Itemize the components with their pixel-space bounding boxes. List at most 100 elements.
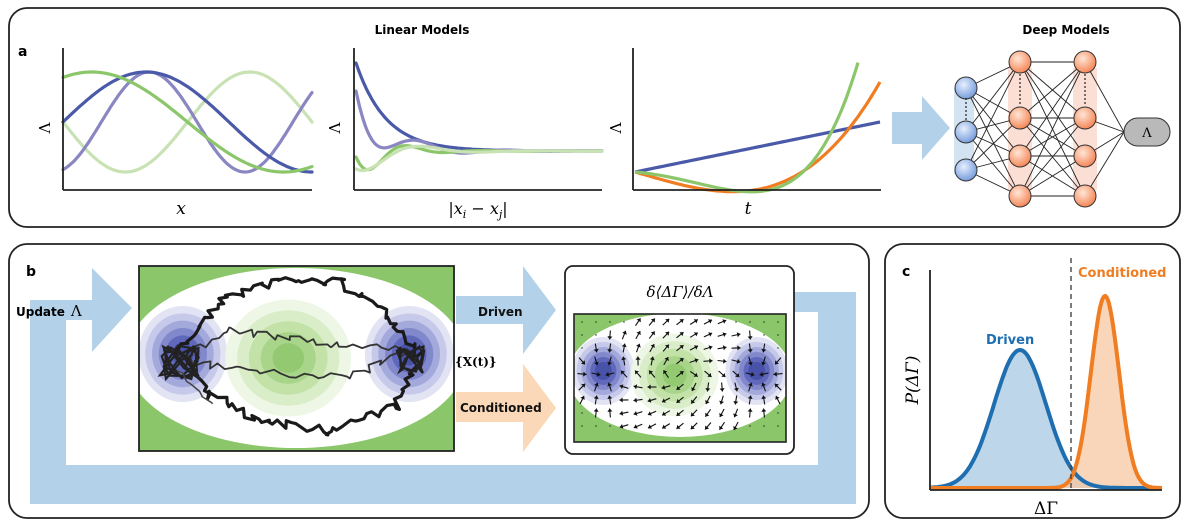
neural-network-diagram: Λ xyxy=(954,50,1171,208)
field-arrowhead xyxy=(633,397,637,403)
plot-time-basis: Λ t xyxy=(607,48,882,219)
field-arrowhead xyxy=(647,384,651,390)
hidden-node xyxy=(1073,50,1097,74)
field-arrowhead xyxy=(722,319,727,324)
field-arrowhead xyxy=(583,371,587,377)
hidden-node xyxy=(1008,50,1032,74)
pairwise-curve-2 xyxy=(354,89,604,155)
field-dot xyxy=(777,334,779,336)
vector-field xyxy=(577,317,783,431)
conditioned-dist-curve xyxy=(930,293,1163,490)
field-arrowhead xyxy=(596,371,601,377)
field-arrowhead xyxy=(775,396,780,400)
field-arrowhead xyxy=(662,398,666,403)
field-dot xyxy=(777,347,779,349)
field-arrowhead xyxy=(722,345,727,351)
field-arrowhead xyxy=(665,344,669,349)
fourier-basis-curves xyxy=(61,70,314,174)
driven-arrow xyxy=(456,266,556,354)
hidden-node xyxy=(1008,184,1032,208)
field-arrowhead xyxy=(679,371,684,376)
nn-edge xyxy=(1019,61,1086,197)
field-arrowhead xyxy=(747,395,753,399)
field-arrowhead xyxy=(693,332,698,337)
field-arrowhead xyxy=(691,399,696,404)
field-dot xyxy=(763,321,765,323)
driven-dist-fill xyxy=(930,350,1162,488)
field-arrowhead xyxy=(694,345,698,350)
deep-models-title: Deep Models xyxy=(1022,23,1109,37)
field-arrowhead xyxy=(649,356,655,361)
panel-c-xlabel: ΔΓ xyxy=(1034,499,1058,519)
field-arrowhead xyxy=(649,370,654,375)
field-arrowhead xyxy=(761,408,767,412)
gradient-landscape-barrier xyxy=(662,363,687,387)
field-arrowhead xyxy=(676,411,681,416)
linear-models-title: Linear Models xyxy=(375,23,470,37)
driven-dist-curve xyxy=(929,347,1162,490)
field-dot xyxy=(581,425,583,427)
field-arrowhead xyxy=(593,408,599,412)
nn-edge xyxy=(1084,131,1125,197)
plot1-ylabel: Λ xyxy=(36,122,54,134)
field-arrowhead xyxy=(693,319,698,324)
network-output-label: Λ xyxy=(1141,126,1152,141)
conditioned-arrow xyxy=(456,364,556,452)
network-edges xyxy=(965,61,1125,197)
field-arrowhead xyxy=(619,384,624,389)
fourier-curve-3 xyxy=(61,70,314,174)
network-output-node xyxy=(1123,117,1171,147)
field-arrowhead xyxy=(633,384,638,390)
field-arrowhead xyxy=(750,371,755,377)
panel-b-frame xyxy=(8,243,870,519)
nn-edge xyxy=(1019,117,1086,197)
field-dot xyxy=(749,321,751,323)
field-arrowhead xyxy=(619,424,624,429)
field-arrowhead xyxy=(607,336,613,340)
input-node xyxy=(954,120,978,144)
field-arrowhead xyxy=(663,370,668,375)
conditioned-arrow-label: Conditioned xyxy=(460,401,542,415)
field-arrowhead xyxy=(636,331,641,335)
field-arrowhead xyxy=(647,398,652,403)
field-arrowhead xyxy=(747,408,753,412)
field-dot xyxy=(749,425,751,427)
field-arrowhead xyxy=(707,372,712,377)
field-arrowhead xyxy=(607,395,613,399)
plot2-xlabel: |xi − xj| xyxy=(448,199,507,221)
field-arrowhead xyxy=(705,412,710,417)
field-arrowhead xyxy=(690,412,695,417)
field-arrowhead xyxy=(733,401,739,405)
field-arrowhead xyxy=(747,361,753,366)
panel-c-letter: c xyxy=(902,264,910,280)
nn-edge xyxy=(965,61,1021,171)
field-arrowhead xyxy=(650,331,655,336)
field-arrowhead xyxy=(650,318,655,323)
plot3-xlabel: t xyxy=(745,199,752,219)
field-dot xyxy=(609,425,611,427)
field-dot xyxy=(581,321,583,323)
field-dot xyxy=(763,334,765,336)
field-arrowhead xyxy=(733,413,738,418)
field-arrowhead xyxy=(719,413,724,417)
field-arrowhead xyxy=(705,425,710,430)
field-arrowhead xyxy=(761,361,766,366)
field-arrowhead xyxy=(722,332,727,337)
hidden-node xyxy=(1073,184,1097,208)
field-arrowhead xyxy=(693,372,698,377)
landscape-barrier xyxy=(272,343,305,373)
field-arrowhead xyxy=(661,385,666,390)
feedback-loop-arrow xyxy=(30,268,856,504)
field-arrowhead xyxy=(774,383,779,388)
conditioned-dist-fill xyxy=(930,296,1162,488)
field-arrowhead xyxy=(581,383,586,388)
field-arrowhead xyxy=(709,358,713,364)
time-curve-linear xyxy=(634,120,881,174)
plot-fourier-basis: Λ x xyxy=(36,48,314,219)
field-dot xyxy=(735,321,737,323)
field-arrowhead xyxy=(719,388,725,392)
nn-edge xyxy=(965,87,1021,157)
nn-edge xyxy=(1019,117,1086,157)
plot1-xlabel: x xyxy=(176,199,186,219)
